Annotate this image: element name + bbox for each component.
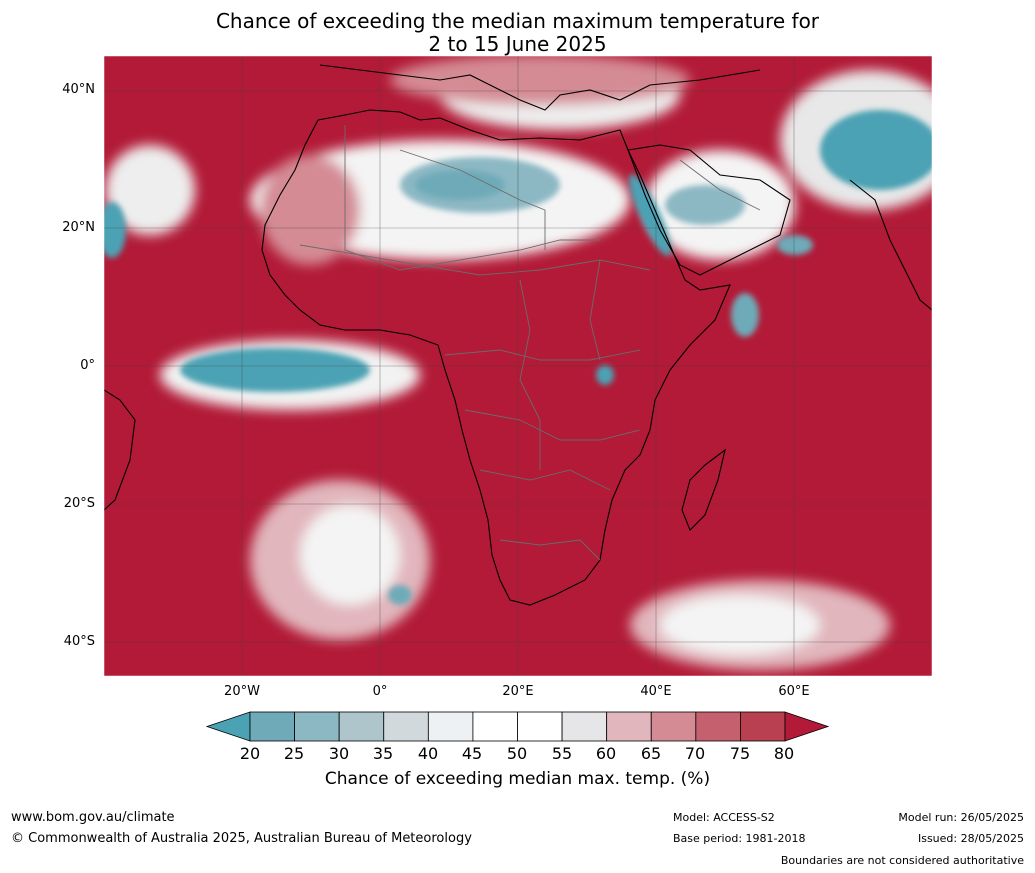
footer-model: Model: ACCESS-S2 bbox=[673, 811, 775, 824]
med-pink bbox=[390, 56, 690, 105]
atlantic-cool-edge bbox=[104, 202, 126, 258]
india-coastline bbox=[849, 179, 932, 311]
lon-label-20w: 20°W bbox=[224, 684, 260, 699]
arabian-sea-cool bbox=[777, 235, 813, 255]
lat-label-20n: 20°N bbox=[62, 220, 95, 235]
country-borders bbox=[299, 125, 761, 561]
lon-label-60e: 60°E bbox=[778, 684, 810, 699]
coastlines bbox=[104, 64, 932, 606]
colorbar-tick: 40 bbox=[417, 744, 439, 763]
colorbar-tick: 35 bbox=[372, 744, 394, 763]
colorbar-tick: 65 bbox=[640, 744, 662, 763]
lon-label-20e: 20°E bbox=[502, 684, 534, 699]
atlantic-north-neutral bbox=[105, 145, 195, 235]
lon-label-40e: 40°E bbox=[640, 684, 672, 699]
map-title-line2: 2 to 15 June 2025 bbox=[428, 32, 607, 56]
colorbar-tick: 60 bbox=[595, 744, 617, 763]
lat-label-20s: 20°S bbox=[63, 496, 95, 511]
colorbar-tick: 80 bbox=[773, 744, 795, 763]
lon-label-0: 0° bbox=[372, 684, 388, 699]
lat-label-40s: 40°S bbox=[63, 634, 95, 649]
colorbar-tick: 70 bbox=[684, 744, 706, 763]
equatorial-cool-zone bbox=[180, 348, 370, 392]
colorbar-tick: 50 bbox=[506, 744, 528, 763]
lat-label-0: 0° bbox=[80, 358, 95, 373]
colorbar-tick: 20 bbox=[239, 744, 261, 763]
footer-base-period: Base period: 1981-2018 bbox=[673, 832, 806, 845]
europe-coastline bbox=[319, 64, 761, 111]
indian-ocean-white bbox=[660, 595, 820, 655]
colorbar-tick: 30 bbox=[328, 744, 350, 763]
colorbar-tick: 45 bbox=[461, 744, 483, 763]
footer-issued: Issued: 28/05/2025 bbox=[917, 832, 1024, 845]
cool-zones bbox=[104, 110, 932, 605]
lat-label-40n: 40°N bbox=[62, 82, 95, 97]
south-atlantic-white bbox=[300, 505, 400, 605]
map-frame bbox=[103, 55, 933, 677]
red-sea-cool bbox=[628, 173, 672, 257]
africa-coastline bbox=[261, 109, 731, 606]
colorbar-label: Chance of exceeding median max. temp. (%… bbox=[324, 769, 711, 789]
graticule bbox=[104, 56, 932, 676]
footer-model-run: Model run: 26/05/2025 bbox=[898, 811, 1024, 824]
colorbar-tick: 25 bbox=[283, 744, 305, 763]
colorbar-tick: 55 bbox=[551, 744, 573, 763]
lake-victoria-cool bbox=[596, 365, 614, 385]
sahara-cool-core bbox=[415, 170, 505, 200]
sahara-west-pink bbox=[260, 155, 360, 265]
madagascar-coastline bbox=[681, 448, 726, 531]
arabia-cool-zone bbox=[665, 185, 745, 225]
asia-cool-zone bbox=[820, 110, 932, 190]
footer-url[interactable]: www.bom.gov.au/climate bbox=[11, 810, 175, 825]
somali-cool bbox=[731, 293, 759, 337]
neutral-zones bbox=[105, 56, 932, 670]
footer-disclaimer: Boundaries are not considered authoritat… bbox=[780, 854, 1024, 867]
footer-copyright: © Commonwealth of Australia 2025, Austra… bbox=[11, 831, 472, 846]
south-america-coastline bbox=[104, 389, 136, 511]
south-atlantic-cool bbox=[388, 585, 412, 605]
arabia-coastline bbox=[627, 144, 791, 276]
map-title-line1: Chance of exceeding the median maximum t… bbox=[215, 9, 820, 33]
colorbar-tick: 75 bbox=[729, 744, 751, 763]
